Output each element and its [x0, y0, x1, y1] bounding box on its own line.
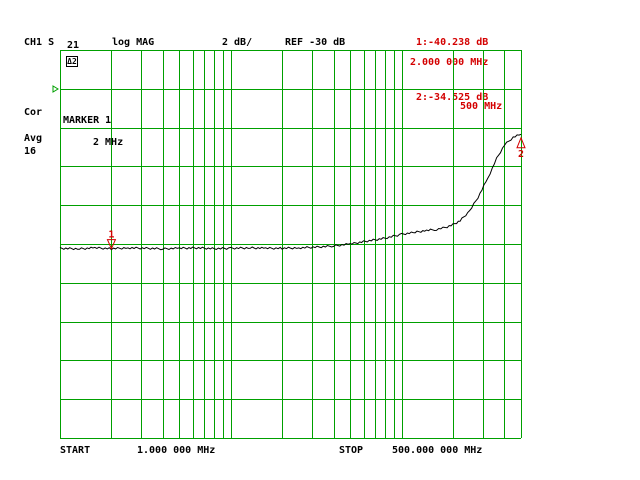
delta-marker-box: Δ2 — [66, 56, 78, 67]
average-label: Avg — [24, 133, 43, 144]
marker-info-title: MARKER 1 — [63, 115, 112, 126]
start-label: START — [60, 445, 91, 456]
channel-label: CH1 S — [24, 37, 55, 48]
marker-2-label: 2 — [518, 149, 524, 160]
stop-value: 500.000 000 MHz — [392, 445, 483, 456]
average-count: 16 — [24, 146, 37, 157]
parameter-label: 21 — [67, 40, 80, 51]
marker1-value: 1:-40.238 dB — [416, 37, 489, 48]
marker2-frequency: 500 MHz — [460, 101, 503, 112]
markers: 12 — [106, 136, 526, 250]
reference-label: REF -30 dB — [285, 37, 346, 48]
stop-label: STOP — [339, 445, 364, 456]
marker2-value: 2:-34.525 dB — [416, 92, 489, 103]
trace-line — [59, 133, 522, 251]
marker-1-icon — [106, 239, 117, 250]
marker-2-icon — [516, 136, 526, 149]
start-value: 1.000 000 MHz — [137, 445, 216, 456]
marker-info-frequency: 2 MHz — [93, 137, 124, 148]
scale-label: 2 dB/ — [222, 37, 253, 48]
grid — [60, 50, 522, 439]
reference-pointer-icon — [52, 85, 59, 93]
format-label: log MAG — [112, 37, 155, 48]
correction-label: Cor — [24, 107, 43, 118]
marker1-frequency: 2.000 000 MHz — [410, 57, 489, 68]
marker-1-label: 1 — [108, 230, 114, 241]
